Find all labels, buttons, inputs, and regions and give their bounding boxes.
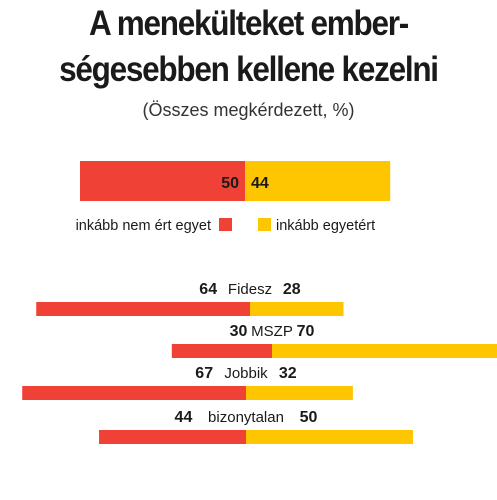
bar-agree-fidesz	[250, 302, 344, 316]
category-label-mszp: MSZP	[251, 323, 293, 340]
bar-disagree-jobbik	[22, 386, 246, 400]
overall-bar-disagree	[80, 161, 245, 201]
overall-value-agree: 44	[251, 175, 269, 192]
value-disagree-jobbik: 67	[195, 365, 213, 382]
bar-agree-bizonytalan	[246, 430, 413, 444]
bar-disagree-mszp	[171, 344, 272, 358]
value-disagree-mszp: 30	[230, 323, 248, 340]
value-agree-bizonytalan: 50	[300, 409, 318, 426]
category-label-bizonytalan: bizonytalan	[208, 409, 284, 426]
bar-agree-jobbik	[246, 386, 353, 400]
legend-swatch-agree	[258, 218, 271, 231]
bar-disagree-bizonytalan	[99, 430, 246, 444]
overall-value-disagree: 50	[221, 175, 239, 192]
legend-label-disagree: inkább nem ért egyet	[76, 218, 211, 234]
value-disagree-fidesz: 64	[199, 281, 217, 298]
value-agree-fidesz: 28	[283, 281, 301, 298]
bar-disagree-fidesz	[36, 302, 250, 316]
value-agree-jobbik: 32	[279, 365, 297, 382]
category-label-jobbik: Jobbik	[224, 365, 268, 382]
chart-subtitle: (Összes megkérdezett, %)	[142, 100, 355, 120]
overall-bar-agree	[245, 161, 391, 201]
legend-swatch-disagree	[219, 218, 232, 231]
bar-agree-mszp	[272, 344, 497, 358]
value-disagree-bizonytalan: 44	[175, 409, 193, 426]
value-agree-mszp: 70	[297, 323, 315, 340]
chart-title-line-2: ségesebben kellene kezelni	[59, 50, 439, 89]
category-label-fidesz: Fidesz	[228, 281, 272, 298]
chart-title-line-1: A menekülteket ember-	[88, 4, 409, 43]
legend-label-agree: inkább egyetért	[276, 218, 375, 234]
